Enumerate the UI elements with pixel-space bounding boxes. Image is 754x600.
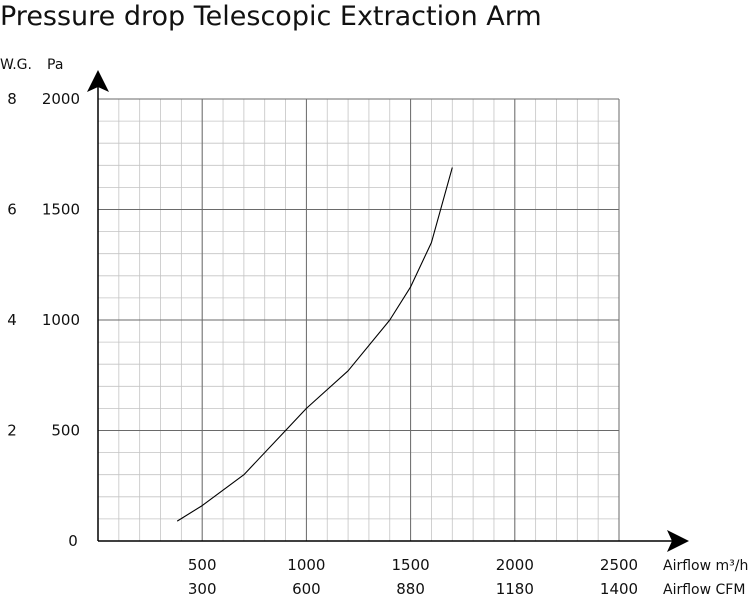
y-axis-secondary-label: W.G.: [0, 57, 32, 73]
y-zero-label: 0: [68, 532, 78, 550]
x-secondary-tick-label: 600: [292, 580, 321, 598]
axes: [87, 70, 689, 552]
x-secondary-tick-label: 1400: [600, 580, 638, 598]
chart-title: Pressure drop Telescopic Extraction Arm: [0, 1, 542, 32]
x-axis-label: Airflow m³/h: [663, 558, 748, 574]
major-grid: [98, 98, 620, 541]
x-tick-label: 1500: [392, 556, 430, 574]
series-layer: [176, 167, 453, 522]
y-axis-label: Pa: [47, 57, 63, 73]
x-axis-arrow-icon: [667, 530, 689, 552]
x-secondary-tick-label: 1180: [496, 580, 534, 598]
y-secondary-tick-label: 4: [7, 311, 17, 329]
x-secondary-tick-label: 880: [396, 580, 425, 598]
tick-labels: 500 300 1000 600 1500 880 2000 1180 2500 1400 500 2…: [7, 90, 638, 598]
y-tick-label: 2000: [42, 90, 80, 108]
x-tick-label: 2500: [600, 556, 638, 574]
series-line: [176, 167, 453, 522]
x-tick-label: 500: [188, 556, 217, 574]
x-secondary-tick-label: 300: [188, 580, 217, 598]
y-secondary-tick-label: 2: [7, 422, 17, 440]
y-axis-arrow-icon: [87, 70, 109, 92]
x-tick-label: 2000: [496, 556, 534, 574]
y-secondary-tick-label: 8: [7, 90, 17, 108]
y-tick-label: 500: [51, 422, 80, 440]
x-tick-label: 1000: [287, 556, 325, 574]
y-tick-label: 1500: [42, 201, 80, 219]
axis-labels: W.G. Pa Airflow m³/h Airflow CFM 0: [0, 57, 748, 598]
y-secondary-tick-label: 6: [7, 201, 17, 219]
x-axis-secondary-label: Airflow CFM: [663, 582, 745, 598]
y-tick-label: 1000: [42, 311, 80, 329]
